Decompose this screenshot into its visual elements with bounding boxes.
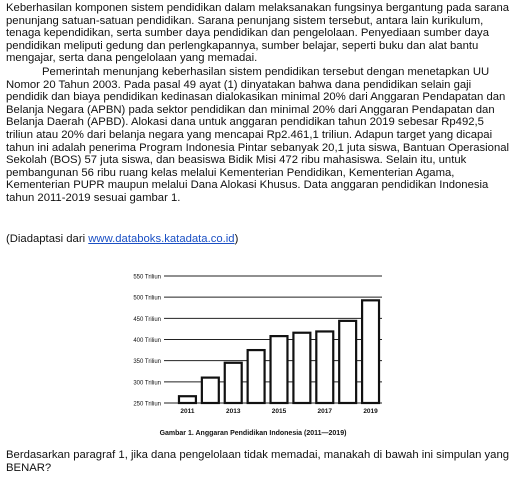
source-prefix: (Diadaptasi dari [6, 233, 89, 245]
bar-2018 [338, 319, 358, 405]
x-tick-label-2011: 2011 [180, 408, 194, 415]
y-tick-label-450: 450 Triliun [133, 317, 161, 323]
bar-chart: 250 Triliun 300 Triliun 350 Triliun 400 Tri… [133, 275, 382, 437]
y-tick-label-400: 400 Triliun [133, 338, 161, 344]
bar-2012 [200, 376, 220, 405]
y-tick-label-500: 500 Triliun [133, 296, 161, 302]
x-tick-label-2019: 2019 [363, 408, 378, 415]
bar-2011 [177, 395, 198, 405]
y-tick-label-250: 250 Triliun [133, 402, 161, 408]
chart-caption: Gambar 1. Anggaran Pendidikan Indonesia … [160, 430, 347, 437]
bar-2019 [360, 299, 381, 405]
bar-2015 [269, 335, 289, 405]
bar-2014 [246, 348, 266, 405]
bar-2016 [292, 331, 312, 405]
source-suffix: ) [234, 233, 239, 245]
y-tick-label-550: 550 Triliun [133, 275, 161, 281]
y-tick-label-350: 350 Triliun [133, 359, 161, 365]
question-text: Berdasarkan paragraf 1, jika dana pengel… [6, 449, 510, 474]
bar-2017 [315, 330, 335, 405]
source-citation: (Diadaptasi dari www.databoks.katadata.c… [6, 233, 238, 246]
paragraph-1: Keberhasilan komponen sistem pendidikan … [6, 2, 510, 65]
bar-2013 [223, 361, 243, 405]
x-tick-label-2017: 2017 [318, 408, 333, 415]
paragraph-2: Pemerintah menunjang keberhasilan sistem… [6, 66, 510, 204]
x-tick-label-2013: 2013 [226, 408, 241, 415]
source-link[interactable]: www.databoks.katadata.co.id [88, 233, 235, 245]
x-tick-label-2015: 2015 [272, 408, 287, 415]
y-tick-label-300: 300 Triliun [133, 380, 161, 386]
